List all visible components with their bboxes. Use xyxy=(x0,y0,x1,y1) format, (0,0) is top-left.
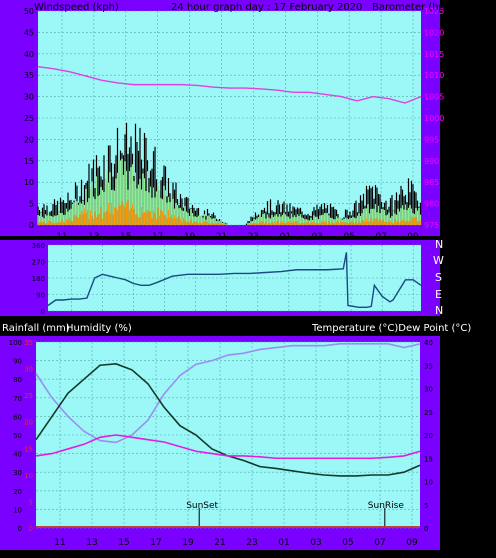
humidity-ytick-label: 10 xyxy=(13,506,22,514)
wind-xtick-label: 03 xyxy=(312,232,323,242)
dewpoint-line xyxy=(35,434,421,460)
dir-label-s: S xyxy=(435,271,442,284)
baro-ytick-label: 990 xyxy=(424,157,439,166)
wind-ytick-label: 20 xyxy=(24,135,34,144)
wind-xtick-label: 09 xyxy=(407,232,419,242)
humidity-ytick-label: 100 xyxy=(9,339,22,347)
rain-ytick-label: 30 xyxy=(24,366,33,374)
baro-ytick-label: 1015 xyxy=(424,50,444,59)
wind-xtick-label: 01 xyxy=(280,232,291,242)
wind-ytick-label: 30 xyxy=(24,93,34,102)
wind-ytick-label: 0 xyxy=(29,221,34,230)
temp-xtick-label: 21 xyxy=(214,538,225,548)
dir-ytick-label: 90 xyxy=(36,292,45,300)
temp-xtick-label: 07 xyxy=(374,538,385,548)
wind-ytick-label: 25 xyxy=(24,114,34,123)
baro-ytick-label: 1020 xyxy=(424,28,444,37)
wind-axis-title: Windspeed (kph) xyxy=(34,2,119,13)
rain-ytick-label: 25 xyxy=(24,392,33,400)
humidity-ytick-label: 80 xyxy=(13,376,22,384)
dir-label-n-top: N xyxy=(435,238,443,251)
baro-ytick-label: 1000 xyxy=(424,114,444,123)
humidity-ytick-label: 20 xyxy=(13,488,22,496)
humidity-line xyxy=(35,343,421,444)
dir-ytick-label: 270 xyxy=(32,259,45,267)
dir-label-n-bottom: N xyxy=(435,304,443,317)
temp-axis-title: Temperature (°C)Dew Point (°C) xyxy=(311,323,471,334)
temp-ytick-label: 25 xyxy=(424,409,433,417)
sunrise-label: SunRise xyxy=(368,501,405,511)
wind-direction-line xyxy=(47,252,422,309)
temp-ytick-label: 30 xyxy=(424,386,433,394)
wind-xtick-label: 21 xyxy=(216,232,227,242)
temp-ytick-label: 35 xyxy=(424,362,433,370)
wind-xtick-label: 13 xyxy=(88,232,99,242)
baro-ytick-label: 985 xyxy=(424,178,439,187)
humidity-ytick-label: 90 xyxy=(13,358,22,366)
temp-xtick-label: 17 xyxy=(150,538,161,548)
baro-ytick-label: 980 xyxy=(424,200,439,209)
sunset-label: SunSet xyxy=(186,501,218,511)
dir-ytick-label: 360 xyxy=(32,242,45,250)
rain-axis-title: Rainfall (mm) xyxy=(2,323,70,334)
wind-xtick-label: 17 xyxy=(152,232,163,242)
humidity-ytick-label: 0 xyxy=(18,525,22,533)
humidity-ytick-label: 50 xyxy=(13,432,22,440)
wind-ytick-label: 10 xyxy=(24,178,34,187)
temp-xtick-label: 19 xyxy=(182,538,194,548)
temp-xtick-label: 13 xyxy=(86,538,97,548)
temp-ytick-label: 20 xyxy=(424,432,433,440)
baro-ytick-label: 1010 xyxy=(424,71,444,80)
temp-xtick-label: 09 xyxy=(406,538,418,548)
temp-xtick-label: 03 xyxy=(310,538,321,548)
temp-ytick-label: 40 xyxy=(424,339,433,347)
wind-ytick-label: 5 xyxy=(29,200,34,209)
wind-ytick-label: 15 xyxy=(24,157,34,166)
temp-ytick-label: 0 xyxy=(424,525,428,533)
wind-ytick-label: 50 xyxy=(24,7,34,16)
rain-ytick-label: 20 xyxy=(24,419,33,427)
temp-ytick-label: 10 xyxy=(424,479,433,487)
humidity-ytick-label: 30 xyxy=(13,469,22,477)
wind-ytick-label: 45 xyxy=(24,28,34,37)
baro-ytick-label: 995 xyxy=(424,135,439,144)
baro-axis-title: Barometer (hpa) xyxy=(372,2,455,13)
wind-xtick-label: 15 xyxy=(120,232,131,242)
temp-ytick-label: 5 xyxy=(424,502,428,510)
wind-xtick-label: 19 xyxy=(184,232,196,242)
rain-ytick-label: 35 xyxy=(24,339,33,347)
rain-ytick-label: 10 xyxy=(24,472,33,480)
humidity-ytick-label: 60 xyxy=(13,413,22,421)
direction-plot-area xyxy=(48,245,421,311)
rain-ytick-label: 5 xyxy=(29,498,33,506)
dir-ytick-label: 0 xyxy=(41,308,45,316)
wind-ytick-label: 40 xyxy=(24,50,34,59)
rain-ytick-label: 0 xyxy=(29,525,33,533)
baro-ytick-label: 1005 xyxy=(424,93,444,102)
temp-xtick-label: 15 xyxy=(118,538,129,548)
wind-xtick-label: 11 xyxy=(56,232,67,242)
temp-xtick-label: 11 xyxy=(54,538,65,548)
wind-ytick-label: 35 xyxy=(24,71,34,80)
dir-label-w: W xyxy=(433,254,444,267)
chart-title: 24 hour graph day : 17 February 2020 xyxy=(171,2,362,13)
humidity-axis-title: Humidity (%) xyxy=(66,323,132,334)
barometer-line xyxy=(37,65,422,104)
baro-ytick-label: 1025 xyxy=(424,7,444,16)
wind-xtick-label: 05 xyxy=(343,232,354,242)
wind-xtick-label: 07 xyxy=(375,232,386,242)
humidity-ytick-label: 70 xyxy=(13,395,22,403)
dir-ytick-label: 180 xyxy=(32,275,45,283)
temp-ytick-label: 15 xyxy=(424,455,433,463)
temp-xtick-label: 23 xyxy=(246,538,257,548)
dir-label-e: E xyxy=(435,288,442,301)
rain-ytick-label: 15 xyxy=(24,445,33,453)
temp-xtick-label: 01 xyxy=(278,538,289,548)
temp-xtick-label: 05 xyxy=(342,538,353,548)
wind-plot-area xyxy=(38,11,421,225)
humidity-ytick-label: 40 xyxy=(13,451,22,459)
wind-xtick-label: 23 xyxy=(248,232,259,242)
baro-ytick-label: 975 xyxy=(424,221,439,230)
